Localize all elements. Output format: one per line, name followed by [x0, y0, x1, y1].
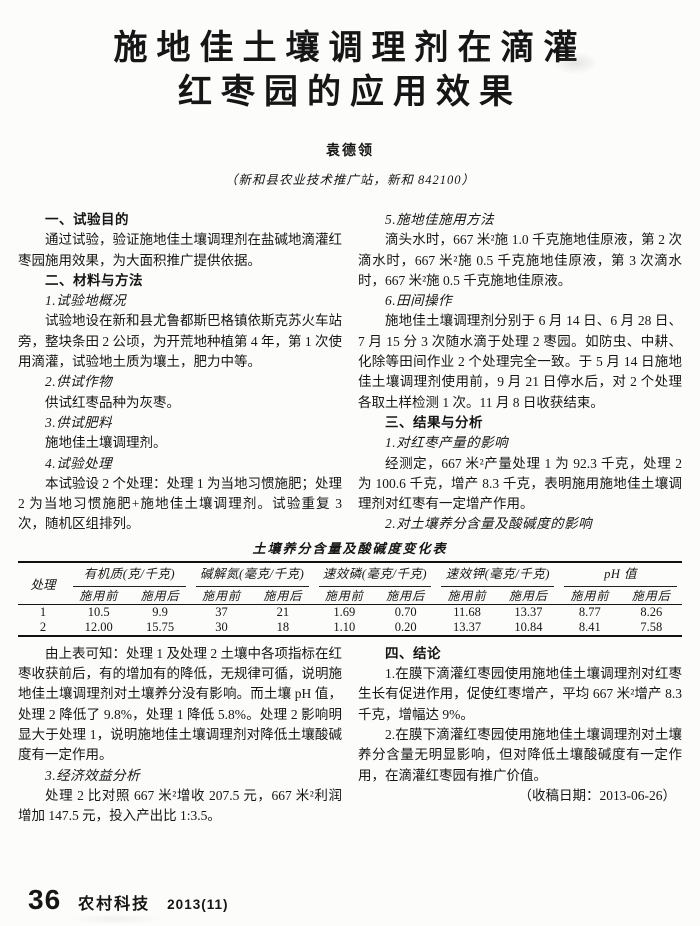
left-column-top: 一、试验目的 通过试验，验证施地佳土壤调理剂在盐碱地滴灌红枣园施用效果，为大面积…	[18, 210, 342, 535]
paragraph: 通过试验，验证施地佳土壤调理剂在盐碱地滴灌红枣园施用效果，为大面积推广提供依据。	[18, 232, 342, 268]
section-heading-4: 四、结论	[385, 645, 441, 661]
table-subheader-before: 施用前	[190, 586, 253, 605]
journal-issue: 2013(11)	[167, 897, 229, 912]
paragraph: 本试验设 2 个处理：处理 1 为当地习惯施肥；处理 2 为当地习惯施肥+施地佳…	[18, 475, 342, 532]
paragraph: 1.在膜下滴灌红枣园使用施地佳土壤调理剂对红枣生长有促进作用，促使红枣增产，平均…	[358, 666, 682, 722]
table-cell: 2	[39, 619, 47, 634]
table-group-label: pH 值	[564, 563, 677, 587]
subsection-heading-7: 1.对红枣产量的影响	[385, 435, 509, 451]
table-cell: 10.5	[87, 604, 110, 619]
table-cell: 21	[276, 604, 290, 619]
subsection-heading-1: 1.试验地概况	[45, 293, 127, 309]
article-title-line2: 红枣园的应用效果	[178, 73, 522, 111]
table-cell: 8.41	[578, 619, 601, 634]
table-cell: 10.84	[514, 619, 543, 634]
table-group-organic-matter: 有机质(克/千克)	[68, 562, 191, 587]
received-date: （收稿日期：2013-06-26）	[518, 787, 677, 803]
table-subheader-before: 施用前	[559, 586, 621, 605]
table-cell: 1	[39, 604, 47, 619]
table-cell: 37	[215, 604, 228, 619]
table-cell: 13.37	[452, 619, 482, 634]
paragraph: 供试红枣品种为灰枣。	[45, 394, 180, 410]
table-subheader-after: 施用后	[374, 586, 437, 605]
table-group-label: 速效钾(毫克/千克)	[441, 563, 555, 587]
table-cell: 15.75	[146, 619, 175, 634]
article-title: 施地佳土壤调理剂在滴灌 红枣园的应用效果	[0, 0, 700, 114]
subsection-heading-3: 3.供试肥料	[45, 414, 113, 430]
table-group-alkali-n: 碱解氮(毫克/千克)	[191, 562, 314, 587]
author-affiliation: （新和县农业技术推广站，新和 842100）	[224, 173, 476, 187]
table-cell: 0.70	[394, 604, 417, 619]
table-subheader-after: 施用后	[252, 586, 314, 605]
table-group-label: 碱解氮(毫克/千克)	[195, 563, 309, 587]
table-cell: 1.69	[333, 604, 356, 619]
table-subheader-before: 施用前	[313, 586, 375, 605]
right-column-bottom: 四、结论 1.在膜下滴灌红枣园使用施地佳土壤调理剂对红枣生长有促进作用，促使红枣…	[358, 644, 682, 827]
table-cell: 0.20	[394, 619, 417, 634]
soil-nutrient-table: 处理 有机质(克/千克) 碱解氮(毫克/千克) 速效磷(毫克/千克) 速效钾(毫…	[18, 560, 682, 637]
subsection-heading-4: 4.试验处理	[45, 455, 113, 471]
paragraph: 经测定，667 米²产量处理 1 为 92.3 千克，处理 2 为 100.6 …	[358, 455, 682, 512]
table-cell: 8.26	[640, 604, 663, 619]
journal-name: 农村科技	[78, 896, 151, 913]
table-cell: 11.68	[453, 604, 481, 619]
paragraph: 施地佳土壤调理剂分别于 6 月 14 日、6 月 28 日、7 月 15 分 3…	[358, 313, 682, 410]
table-cell: 7.58	[640, 619, 663, 634]
page-number: 36	[28, 884, 62, 915]
table-subheader-after: 施用后	[620, 586, 682, 605]
section-heading-1: 一、试验目的	[45, 212, 129, 227]
table-cell: 18	[276, 619, 290, 634]
table-subheader-before: 施用前	[436, 586, 498, 605]
table-subheader-before: 施用前	[68, 586, 130, 605]
table-group-available-p: 速效磷(毫克/千克)	[314, 562, 437, 587]
left-column-bottom: 由上表可知：处理 1 及处理 2 土壤中各项指标在红枣收获前后，有的增加有的降低…	[18, 644, 342, 827]
paragraph: 2.在膜下滴灌红枣园使用施地佳土壤调理剂对土壤养分含量无明显影响，但对降低土壤酸…	[358, 726, 682, 783]
subsection-heading-6: 6.田间操作	[385, 293, 453, 309]
table-cell: 30	[215, 619, 228, 634]
lower-columns: 由上表可知：处理 1 及处理 2 土壤中各项指标在红枣收获前后，有的增加有的降低…	[0, 644, 700, 827]
table-title: 土壤养分含量及酸碱度变化表	[252, 540, 448, 556]
table-group-ph: pH 值	[559, 562, 682, 587]
paragraph: 处理 2 比对照 667 米²增收 207.5 元，667 米²利润增加 147…	[18, 787, 342, 824]
section-heading-3: 三、结果与分析	[385, 414, 483, 430]
table-row: 2 12.00 15.75 30 18 1.10 0.20 13.37 10.8…	[18, 620, 682, 636]
paragraph: 滴头水时，667 米²施 1.0 千克施地佳原液，第 2 次滴水时，667 米²…	[358, 232, 682, 288]
upper-columns: 一、试验目的 通过试验，验证施地佳土壤调理剂在盐碱地滴灌红枣园施用效果，为大面积…	[0, 210, 700, 535]
article-title-line1: 施地佳土壤调理剂在滴灌	[113, 29, 587, 67]
table-cell: 12.00	[84, 619, 113, 634]
table-subheader-after: 施用后	[497, 586, 560, 605]
table-cell: 13.37	[514, 604, 543, 619]
author-name: 袁德领	[326, 142, 374, 158]
paragraph: 由上表可知：处理 1 及处理 2 土壤中各项指标在红枣收获前后，有的增加有的降低…	[18, 645, 342, 763]
table-row: 1 10.5 9.9 37 21 1.69 0.70 11.68 13.37 8…	[18, 604, 682, 620]
table-group-available-k: 速效钾(毫克/千克)	[436, 562, 559, 587]
section-heading-2: 二、材料与方法	[45, 272, 143, 288]
subsection-heading-5: 5.施地佳施用方法	[385, 212, 495, 227]
right-column-top: 5.施地佳施用方法 滴头水时，667 米²施 1.0 千克施地佳原液，第 2 次…	[358, 210, 682, 535]
page-footer: 36 农村科技 2013(11)	[28, 884, 228, 916]
table-group-label: 有机质(克/千克)	[73, 563, 186, 587]
subsection-heading-2: 2.供试作物	[45, 374, 113, 390]
paragraph: 试验地设在新和县尤鲁都斯巴格镇依斯克苏火车站旁，整块条田 2 公顷，为开荒地种植…	[18, 313, 342, 370]
table-group-label: 速效磷(毫克/千克)	[318, 563, 432, 587]
table-header-treatment: 处理	[18, 561, 68, 605]
table-cell: 8.77	[578, 604, 601, 619]
paragraph: 施地佳土壤调理剂。	[45, 435, 167, 451]
subsection-heading-8: 2.对土壤养分含量及酸碱度的影响	[385, 516, 593, 532]
table-cell: 9.9	[152, 604, 168, 619]
subsection-heading-9: 3.经济效益分析	[45, 767, 141, 783]
table-cell: 1.10	[333, 619, 356, 634]
table-subheader-after: 施用后	[129, 586, 191, 605]
